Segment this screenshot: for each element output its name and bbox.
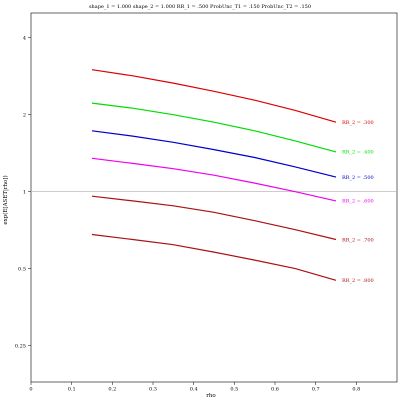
series-label: RR_2 = .800 <box>342 278 374 284</box>
x-tick-label: 0.7 <box>312 387 320 393</box>
x-tick-label: 0.8 <box>352 387 360 393</box>
y-tick-label: 0.5 <box>18 266 26 272</box>
series-label: RR_2 = .400 <box>342 150 374 156</box>
x-tick-label: 0.3 <box>149 387 157 393</box>
y-tick-label: 0.25 <box>15 343 26 349</box>
series-line <box>91 195 337 241</box>
series-label: RR_2 = .500 <box>342 175 374 181</box>
series-line <box>91 130 337 178</box>
plot-border <box>30 12 398 383</box>
y-tick-label: 1 <box>23 189 26 195</box>
series-line <box>91 233 337 281</box>
series-label: RR_2 = .600 <box>342 199 374 205</box>
x-axis-ticks: 0 0.1 0.2 0.3 0.4 0.5 0.6 0.7 0.8 <box>29 382 360 393</box>
series-line <box>91 102 337 153</box>
series-lines <box>91 69 337 281</box>
series-labels: RR_2 = .300 RR_2 = .400 RR_2 = .500 RR_2 = … <box>342 120 374 284</box>
series-line <box>91 157 337 202</box>
series-label: RR_2 = .700 <box>342 237 374 243</box>
plot-frame <box>30 12 398 383</box>
x-tick-label: 0.2 <box>108 387 116 393</box>
x-tick-label: 0 <box>29 387 32 393</box>
x-tick-label: 0.4 <box>190 387 198 393</box>
x-axis-label: rho <box>206 393 216 399</box>
x-tick-label: 0.6 <box>271 387 279 393</box>
y-axis-ticks: 0.25 0.5 1 2 4 <box>15 36 31 349</box>
y-tick-label: 4 <box>23 36 26 42</box>
y-tick-label: 2 <box>23 113 26 119</box>
series-label: RR_2 = .300 <box>342 120 374 126</box>
x-tick-label: 0.5 <box>230 387 238 393</box>
y-axis-label: exp(E[ASET|rho]) <box>2 175 9 224</box>
series-line <box>91 69 337 123</box>
x-tick-label: 0.1 <box>68 387 76 393</box>
chart-title: shape_1 = 1.000 shape_2 = 1.000 RR_1 = .… <box>89 4 311 10</box>
